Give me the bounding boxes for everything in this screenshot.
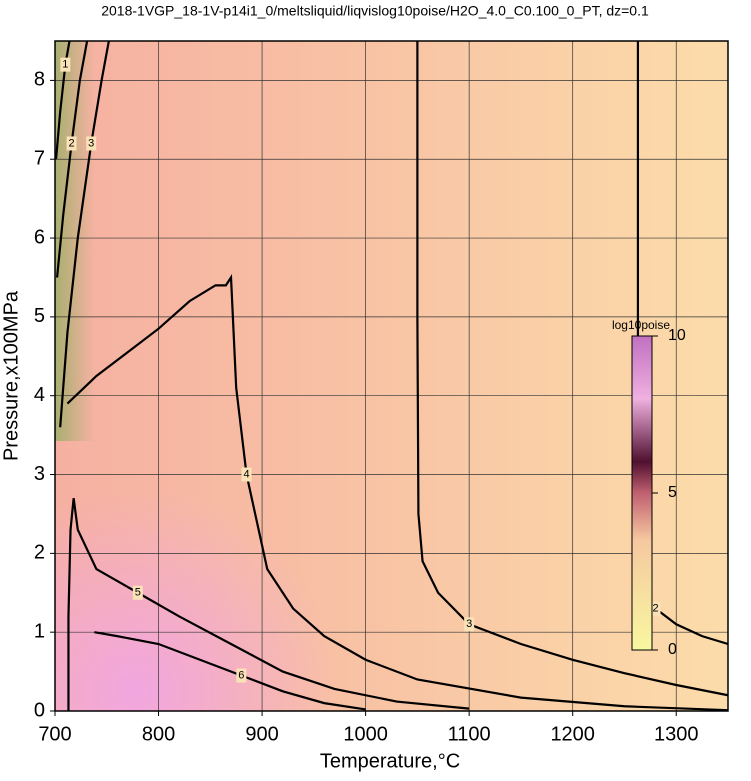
colorbar-tick-label: 5 [668, 484, 677, 501]
x-tick-label: 1300 [654, 723, 699, 745]
contour-label: 5 [135, 587, 141, 599]
y-tick-label: 4 [34, 384, 45, 406]
y-tick-label: 6 [34, 226, 45, 248]
contour-label-bg [86, 136, 97, 151]
x-tick-label: 900 [245, 723, 278, 745]
contour-label: 2 [69, 137, 75, 149]
y-tick-label: 8 [34, 69, 45, 91]
contour-label: 1 [62, 59, 68, 71]
plot-shade [55, 41, 728, 711]
contour-label-bg [132, 585, 143, 600]
contour-label-bg [60, 57, 71, 72]
contour-label: 2 [652, 602, 658, 614]
y-tick-label: 7 [34, 148, 45, 170]
contour-label-bg [650, 601, 661, 616]
contour-line [59, 40, 110, 428]
contour-label: 3 [88, 137, 94, 149]
contour-label: 3 [466, 618, 472, 630]
y-tick-label: 1 [34, 620, 45, 642]
x-tick-label: 1200 [550, 723, 595, 745]
contour-label: 6 [238, 669, 244, 681]
colorbar-tick-label: 0 [668, 641, 677, 658]
colorbar-label: log10poise [612, 318, 670, 332]
plot-frame [54, 40, 729, 712]
contour-label-bg [241, 467, 252, 482]
chart-title: 2018-1VGP_18-1V-p14i1_0/meltsliquid/liqv… [101, 3, 649, 19]
contour-line [94, 631, 366, 711]
contour-line [54, 40, 71, 160]
x-tick-label: 700 [38, 723, 71, 745]
contour-line [66, 274, 729, 712]
y-tick-label: 0 [34, 699, 45, 721]
contour-label-bg [66, 136, 77, 151]
colorbar [631, 335, 653, 651]
y-axis-label: Pressure,x100MPa [0, 290, 22, 461]
contour-label: 4 [243, 468, 249, 480]
contour-label-bg [236, 668, 247, 683]
y-tick-label: 2 [34, 542, 45, 564]
x-tick-label: 1100 [448, 723, 491, 745]
y-tick-label: 3 [34, 463, 45, 485]
x-axis-label: Temperature,°C [320, 750, 460, 772]
colorbar-tick-label: 10 [668, 327, 686, 344]
x-tick-label: 1000 [343, 723, 388, 745]
y-tick-label: 5 [34, 305, 45, 327]
contour-label-bg [464, 617, 475, 632]
x-tick-label: 800 [142, 723, 175, 745]
